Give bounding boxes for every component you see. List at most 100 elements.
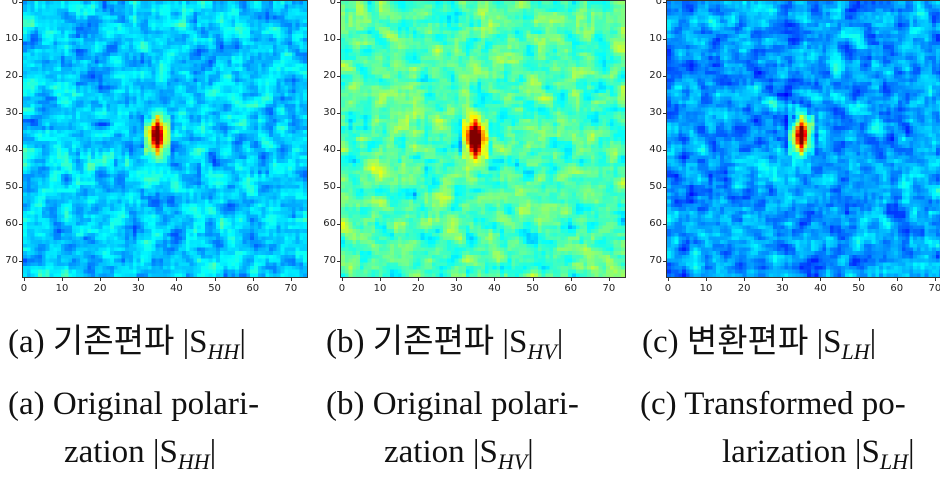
y-tick-mark [663, 224, 666, 226]
y-tick-mark [663, 261, 666, 263]
heatmap-canvas-b [341, 1, 625, 277]
caption-ko-b-close: | [556, 324, 564, 360]
x-tick-mark [608, 278, 610, 281]
y-tick-mark [19, 261, 22, 263]
y-tick-mark [663, 75, 666, 77]
y-tick-label: 10 [5, 32, 18, 44]
x-tick-label: 50 [852, 283, 865, 294]
caption-en1-c: (c) Transformed po- [640, 386, 906, 422]
caption-en2-a-text: zation |S [64, 434, 178, 470]
caption-ko-c-close: | [869, 324, 877, 360]
x-tick-mark [138, 278, 140, 281]
x-tick-label: 10 [373, 283, 387, 294]
heatmap-canvas-c [667, 1, 940, 277]
x-tick-mark [252, 278, 254, 281]
caption-en2-c-sub: LH [879, 449, 908, 474]
y-tick-label: 20 [649, 69, 662, 81]
x-tick-label: 50 [208, 283, 221, 294]
y-tick-mark [337, 113, 340, 115]
y-tick-label: 40 [649, 144, 662, 156]
x-tick-label: 30 [449, 283, 463, 294]
y-tick-label: 30 [323, 107, 336, 119]
y-tick-label: 60 [649, 218, 662, 230]
caption-ko-c: (c) 변환편파 |SLH| [642, 326, 876, 363]
x-tick-label: 50 [526, 283, 539, 294]
y-tick-label: 60 [323, 218, 336, 230]
caption-en2-a-close: | [209, 434, 217, 470]
y-tick-label: 50 [649, 181, 662, 193]
y-tick-mark [663, 113, 666, 115]
x-tick-mark [570, 278, 572, 281]
y-tick-mark [663, 38, 666, 40]
x-tick-mark [706, 278, 708, 281]
y-tick-mark [337, 75, 340, 77]
y-tick-mark [337, 38, 340, 40]
x-tick-label: 60 [564, 283, 578, 294]
y-tick-label: 70 [5, 255, 18, 267]
caption-en2-b-sub: HV [497, 449, 528, 474]
y-tick-label: 10 [323, 32, 336, 44]
y-tick-label: 70 [649, 255, 662, 267]
x-tick-label: 20 [411, 283, 425, 294]
caption-en2-c: larization |SLH| [722, 436, 915, 473]
heatmap-a [22, 0, 308, 278]
caption-en2-a: zation |SHH| [64, 436, 216, 473]
y-tick-mark [19, 150, 22, 152]
caption-ko-a-text: (a) 기존편파 |S [8, 324, 208, 360]
y-tick-label: 40 [323, 144, 336, 156]
y-tick-mark [663, 1, 666, 3]
y-tick-label: 0 [655, 0, 662, 7]
x-tick-mark [214, 278, 216, 281]
y-tick-mark [337, 150, 340, 152]
heatmap-b [340, 0, 626, 278]
y-tick-label: 20 [323, 69, 336, 81]
x-tick-label: 70 [284, 283, 298, 294]
caption-en2-b-close: | [527, 434, 534, 470]
y-tick-label: 0 [329, 0, 336, 7]
caption-en2-b: zation |SHV| [384, 436, 534, 473]
y-tick-label: 50 [323, 181, 336, 193]
x-tick-mark [494, 278, 496, 281]
x-tick-mark [744, 278, 746, 281]
x-tick-label: 20 [737, 283, 751, 294]
x-tick-mark [667, 278, 669, 281]
y-tick-mark [337, 261, 340, 263]
y-tick-mark [663, 150, 666, 152]
x-tick-label: 40 [170, 283, 183, 294]
panel-a: 0 10 20 30 40 50 60 70 0 10 20 30 40 50 60 70 [0, 0, 308, 300]
caption-ko-a-close: | [239, 324, 246, 360]
caption-ko-b-text: (b) 기존편파 |S [326, 324, 528, 360]
x-tick-label: 70 [602, 283, 616, 294]
caption-ko-b: (b) 기존편파 |SHV| [326, 326, 563, 363]
y-tick-mark [19, 224, 22, 226]
x-tick-label: 60 [246, 283, 260, 294]
y-tick-label: 10 [649, 32, 662, 44]
x-tick-mark [896, 278, 898, 281]
x-tick-mark [290, 278, 292, 281]
caption-en1-b: (b) Original polari- [326, 386, 579, 422]
x-tick-label: 0 [20, 283, 28, 294]
x-tick-mark [341, 278, 343, 281]
caption-en2-b-text: zation |S [384, 434, 498, 470]
caption-en2-c-text: larization |S [722, 434, 880, 470]
caption-ko-a-sub: HH [207, 339, 240, 364]
x-tick-label: 40 [814, 283, 827, 294]
x-tick-label: 20 [93, 283, 107, 294]
y-tick-mark [19, 1, 22, 3]
x-tick-mark [934, 278, 936, 281]
caption-ko-b-sub: HV [527, 339, 557, 364]
y-tick-label: 30 [5, 107, 18, 119]
x-tick-label: 10 [699, 283, 713, 294]
y-tick-label: 30 [649, 107, 662, 119]
y-tick-label: 40 [5, 144, 18, 156]
y-tick-mark [337, 187, 340, 189]
caption-ko-c-sub: LH [841, 339, 870, 364]
x-tick-mark [62, 278, 64, 281]
caption-ko-c-text: (c) 변환편파 |S [642, 324, 842, 360]
y-tick-label: 50 [5, 181, 18, 193]
x-tick-mark [418, 278, 420, 281]
panel-c: 0 10 20 30 40 50 60 70 0 10 20 30 40 50 60 70 [644, 0, 940, 300]
heatmap-canvas-a [23, 1, 307, 277]
caption-en2-c-close: | [907, 434, 915, 470]
x-tick-label: 30 [775, 283, 789, 294]
